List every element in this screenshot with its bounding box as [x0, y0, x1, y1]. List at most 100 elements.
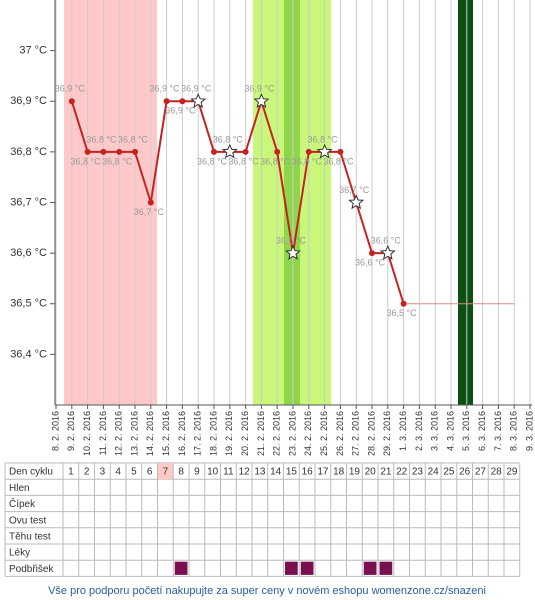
point: [84, 148, 91, 155]
x-tick-label: 4. 3. 2016: [445, 411, 455, 451]
x-tick-label: 19. 2. 2016: [224, 411, 234, 456]
grid: 36,4 °C 36,5 °C 36,6 °C 36,7 °C 36,8 °C 36,9 …: [10, 0, 534, 456]
x-tick-label: 8. 3. 2016: [509, 411, 519, 451]
point-label: 36,9 °C: [181, 84, 212, 94]
point-label: 36,8 °C: [118, 134, 149, 144]
point-label: 36,8 °C: [260, 156, 291, 166]
point-label: 36,8 °C: [323, 156, 354, 166]
plot: 36,9 °C36,8 °C36,8 °C36,8 °C36,8 °C36,7 …: [55, 84, 515, 318]
day-mark: [379, 561, 393, 575]
point-label: 36,9 °C: [150, 84, 181, 94]
day-number: 26: [459, 467, 471, 478]
point-label: 36,8 °C: [229, 156, 260, 166]
point: [337, 148, 344, 155]
x-tick-label: 1. 3. 2016: [398, 411, 408, 451]
x-tick-label: 7. 3. 2016: [493, 411, 503, 451]
day-number: 15: [286, 467, 298, 478]
x-tick-label: 9. 3. 2016: [524, 411, 534, 451]
star-point: [253, 93, 270, 108]
day-number: 13: [254, 467, 266, 478]
x-tick-label: 2. 3. 2016: [414, 411, 424, 451]
temperature-line: [70, 97, 405, 305]
day-number: 18: [333, 467, 345, 478]
x-tick-label: 22. 2. 2016: [272, 411, 282, 456]
row-label: Léky: [9, 548, 30, 559]
point: [242, 148, 249, 155]
day-number: 2: [84, 467, 90, 478]
point-label: 36,5 °C: [387, 308, 418, 318]
point-label: 36,7 °C: [339, 185, 370, 195]
point: [100, 148, 107, 155]
point-label: 36,7 °C: [134, 207, 165, 217]
x-tick-label: 9. 2. 2016: [66, 411, 76, 451]
x-tick-label: 10. 2. 2016: [82, 411, 92, 456]
y-tick-label: 36,8 °C: [10, 146, 47, 158]
x-tick-label: 11. 2. 2016: [98, 411, 108, 455]
y-tick-label: 36,9 °C: [10, 95, 47, 107]
day-mark: [300, 561, 314, 575]
dark-band: [458, 0, 473, 405]
x-tick-label: 29. 2. 2016: [382, 411, 392, 456]
day-number: 27: [475, 467, 487, 478]
point-label: 36,8 °C: [71, 156, 102, 166]
y-tick-label: 36,6 °C: [10, 247, 47, 259]
table: 1 2 3 4 5 6 7 8 9 10 11 12 13 14 15 16 17 18 19 20 21 22 23 24 2…: [4, 462, 521, 577]
x-tick-label: 25. 2. 2016: [319, 411, 329, 456]
footer-link[interactable]: Vše pro podporu početí nakupujte za supe…: [48, 585, 486, 597]
x-tick-label: 12. 2. 2016: [114, 411, 124, 456]
row-label: Den cyklu: [9, 467, 53, 478]
day-mark: [285, 561, 298, 575]
x-tick-label: 15. 2. 2016: [161, 411, 171, 456]
point: [369, 250, 375, 257]
day-number: 8: [178, 467, 184, 478]
day-number: 4: [115, 467, 121, 478]
day-number: 29: [506, 467, 518, 478]
day-number: 11: [223, 467, 234, 478]
point-label: 36,9 °C: [55, 84, 86, 94]
x-tick-label: 6. 3. 2016: [477, 411, 487, 451]
x-tick-label: 8. 2. 2016: [50, 411, 60, 451]
x-tick-label: 14. 2. 2016: [145, 411, 155, 456]
ovulation-band: [284, 0, 300, 405]
day-number: 16: [302, 467, 314, 478]
point: [147, 199, 154, 206]
day-mark: [174, 561, 188, 575]
row-label: Čípek: [9, 497, 36, 510]
point: [400, 300, 407, 307]
x-tick-label: 3. 3. 2016: [430, 411, 440, 451]
point-label: 36,8 °C: [308, 134, 339, 144]
point: [163, 98, 170, 105]
x-tick-label: 28. 2. 2016: [366, 411, 376, 456]
day-number: 14: [270, 467, 282, 478]
point: [68, 98, 75, 105]
day-number: 10: [207, 467, 219, 478]
point: [132, 148, 138, 155]
point: [211, 148, 217, 155]
point: [305, 148, 312, 155]
highlight-day: [157, 463, 174, 480]
x-tick-label: 18. 2. 2016: [208, 411, 218, 456]
point: [116, 148, 123, 155]
x-tick-label: 5. 3. 2016: [461, 411, 471, 451]
point-label: 36,9 °C: [165, 106, 196, 116]
day-number: 20: [365, 467, 377, 478]
day-mark: [363, 561, 377, 575]
day-number: 1: [68, 467, 74, 478]
x-tick-label: 21. 2. 2016: [256, 411, 266, 456]
x-tick-label: 24. 2. 2016: [303, 411, 313, 456]
y-tick-label: 36,4 °C: [10, 348, 47, 360]
point-label: 36,6 °C: [276, 236, 307, 246]
point-label: 36,8 °C: [292, 156, 323, 166]
x-tick-label: 20. 2. 2016: [240, 411, 250, 456]
day-number: 24: [428, 467, 440, 478]
x-tick-label: 17. 2. 2016: [193, 411, 203, 456]
day-number: 23: [412, 467, 424, 478]
day-number: 3: [100, 467, 106, 478]
point-label: 36,8 °C: [102, 156, 133, 166]
day-number: 21: [380, 467, 392, 478]
star-point: [221, 143, 238, 159]
row-label: Ovu test: [9, 515, 46, 526]
point-label: 36,6 °C: [371, 236, 402, 246]
